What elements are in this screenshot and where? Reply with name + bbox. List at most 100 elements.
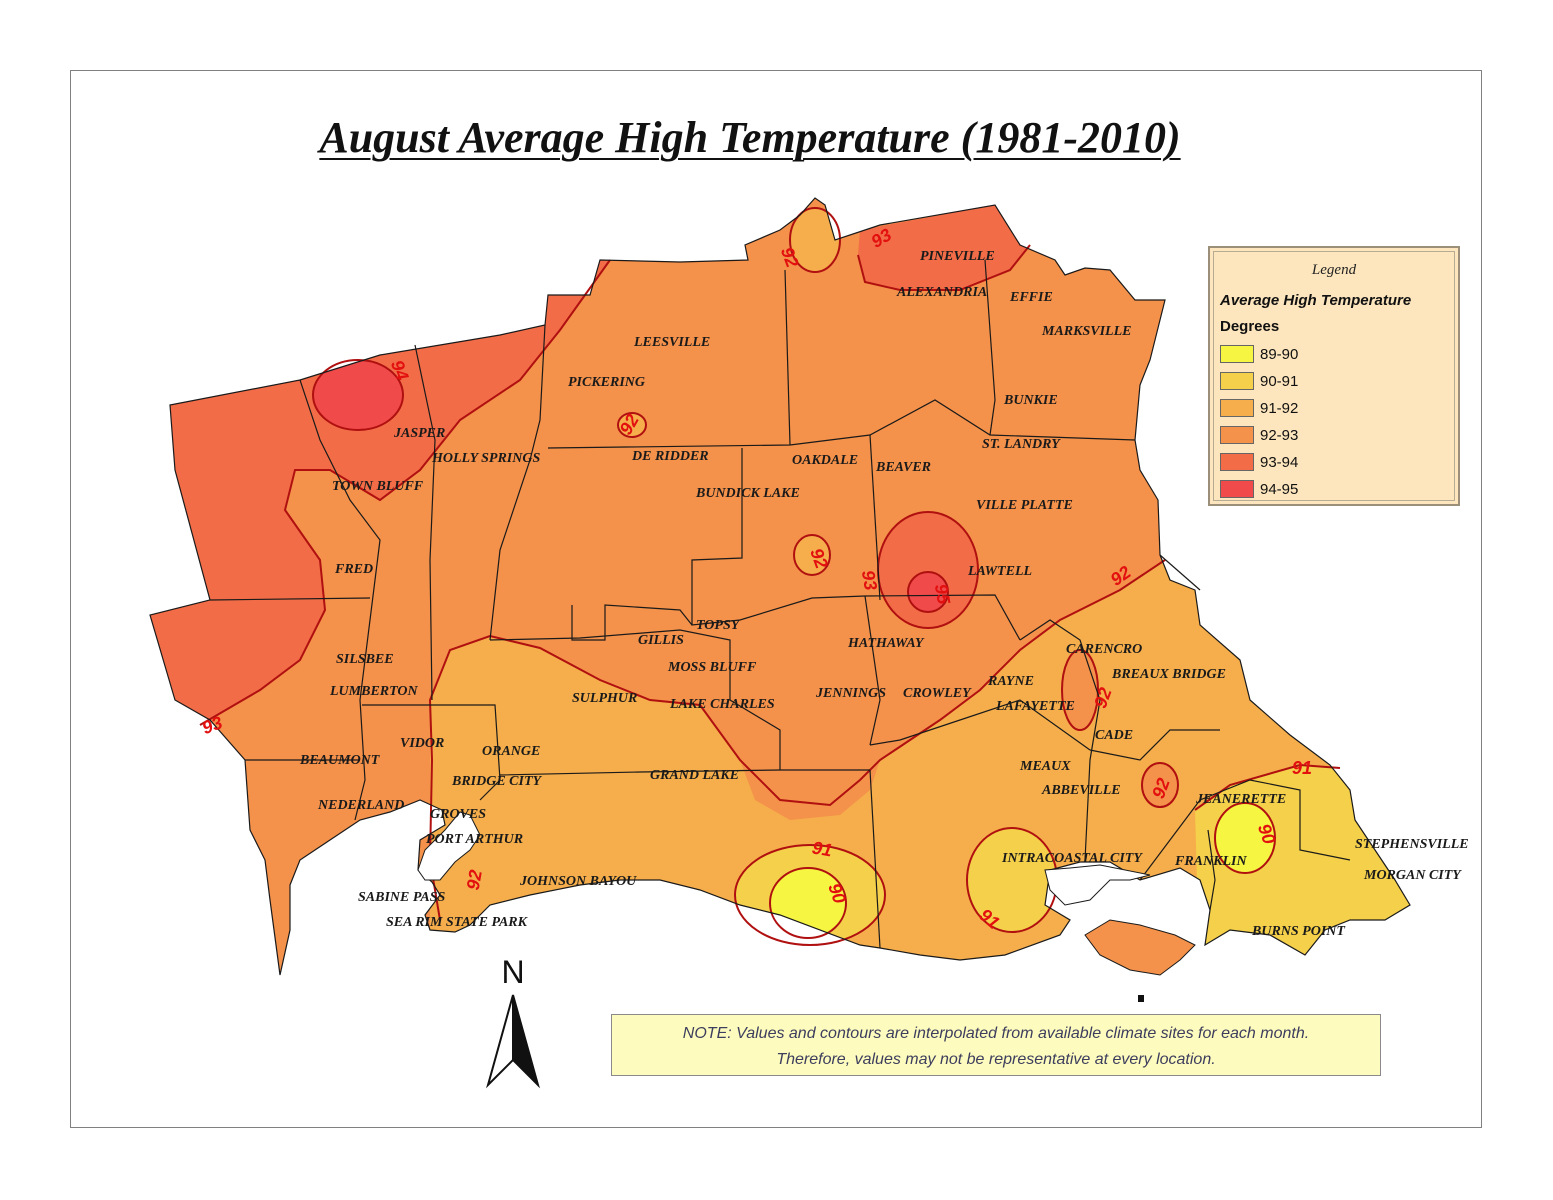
legend-swatch bbox=[1220, 345, 1254, 363]
legend: Legend Average High Temperature Degrees … bbox=[1208, 246, 1460, 506]
contour-label: 91 bbox=[1292, 758, 1312, 778]
legend-units: Degrees bbox=[1220, 318, 1280, 335]
legend-item: 90-91 bbox=[1220, 370, 1298, 392]
place-label: NEDERLAND bbox=[317, 798, 404, 813]
zone-90-91-intracoastal bbox=[967, 828, 1057, 932]
legend-label: 89-90 bbox=[1260, 345, 1299, 363]
legend-item: 89-90 bbox=[1220, 343, 1298, 365]
sabine-lake bbox=[417, 811, 481, 881]
place-label: BRIDGE CITY bbox=[451, 774, 543, 789]
place-label: MOSS BLUFF bbox=[667, 660, 757, 675]
place-label: SILSBEE bbox=[336, 652, 394, 667]
place-label: ORANGE bbox=[482, 744, 540, 759]
place-label: LAWTELL bbox=[967, 564, 1032, 579]
place-label: HOLLY SPRINGS bbox=[431, 451, 540, 466]
legend-swatch bbox=[1220, 426, 1254, 444]
place-label: MORGAN CITY bbox=[1363, 868, 1462, 883]
place-label: LAKE CHARLES bbox=[669, 697, 775, 712]
legend-swatch bbox=[1220, 453, 1254, 471]
legend-label: 90-91 bbox=[1260, 372, 1299, 390]
place-label: CARENCRO bbox=[1066, 642, 1142, 657]
place-label: GROVES bbox=[430, 807, 486, 822]
contour-lines bbox=[199, 207, 1341, 946]
north-arrow-icon: N bbox=[486, 955, 540, 1089]
place-label: BUNDICK LAKE bbox=[695, 486, 800, 501]
zone-92-93-grandlake bbox=[740, 760, 880, 820]
place-label: SABINE PASS bbox=[358, 890, 445, 905]
place-label: ABBEVILLE bbox=[1041, 783, 1121, 798]
place-label: LAFAYETTE bbox=[995, 699, 1075, 714]
place-label: GRAND LAKE bbox=[650, 768, 739, 783]
legend-swatch bbox=[1220, 372, 1254, 390]
place-label: TOWN BLUFF bbox=[332, 479, 424, 494]
place-label: JASPER bbox=[393, 426, 445, 441]
place-label: LUMBERTON bbox=[329, 684, 419, 699]
place-label: MARKSVILLE bbox=[1041, 324, 1131, 339]
legend-label: 94-95 bbox=[1260, 480, 1299, 498]
place-label: CROWLEY bbox=[903, 686, 972, 701]
zone-93-94-villeplatte bbox=[878, 512, 978, 628]
zone-91-92-north bbox=[790, 208, 840, 272]
place-label: FRANKLIN bbox=[1174, 854, 1247, 869]
legend-label: 93-94 bbox=[1260, 453, 1299, 471]
legend-item: 94-95 bbox=[1220, 478, 1298, 500]
zone-92-93-lafayette bbox=[1062, 650, 1098, 730]
place-label: OAKDALE bbox=[792, 453, 858, 468]
place-label: ALEXANDRIA bbox=[896, 285, 987, 300]
legend-swatch bbox=[1220, 399, 1254, 417]
zone-91-92-deridder bbox=[618, 413, 646, 437]
place-label: HATHAWAY bbox=[847, 636, 925, 651]
zone-91-92-oakdale bbox=[794, 535, 830, 575]
place-label: JENNINGS bbox=[815, 686, 886, 701]
place-label: BEAVER bbox=[875, 460, 931, 475]
place-label: FRED bbox=[334, 562, 373, 577]
vermilion-bay bbox=[1044, 864, 1151, 906]
place-label: VIDOR bbox=[400, 736, 444, 751]
place-label: BEAUMONT bbox=[299, 753, 381, 768]
place-label: PORT ARTHUR bbox=[426, 832, 523, 847]
zone-94-95-jasper bbox=[313, 360, 403, 430]
place-label: RAYNE bbox=[987, 674, 1034, 689]
boundary-lines bbox=[149, 197, 1411, 976]
contour-label: 93 bbox=[858, 569, 881, 592]
place-label: BREAUX BRIDGE bbox=[1111, 667, 1226, 682]
zone-94-95-villeplatte bbox=[908, 572, 948, 612]
place-label: JEANERETTE bbox=[1195, 792, 1286, 807]
legend-item: 91-92 bbox=[1220, 397, 1298, 419]
legend-label: 92-93 bbox=[1260, 426, 1299, 444]
place-label: TOPSY bbox=[696, 618, 741, 633]
place-label: SEA RIM STATE PARK bbox=[386, 915, 529, 930]
legend-item: 92-93 bbox=[1220, 424, 1298, 446]
place-labels: PINEVILLE ALEXANDRIA EFFIE MARKSVILLE LE… bbox=[299, 249, 1469, 939]
contour-label: 91 bbox=[811, 837, 834, 860]
map-title: August Average High Temperature (1981-20… bbox=[319, 113, 1181, 162]
legend-label: 91-92 bbox=[1260, 399, 1299, 417]
place-label: DE RIDDER bbox=[631, 449, 709, 464]
place-label: STEPHENSVILLE bbox=[1355, 837, 1469, 852]
place-label: PICKERING bbox=[568, 375, 645, 390]
place-label: JOHNSON BAYOU bbox=[519, 874, 637, 889]
contour-label: 95 bbox=[931, 582, 954, 606]
place-label: MEAUX bbox=[1019, 759, 1071, 774]
place-label: GILLIS bbox=[638, 633, 684, 648]
legend-title: Legend bbox=[1311, 262, 1357, 278]
place-label: CADE bbox=[1095, 728, 1133, 743]
place-label: BUNKIE bbox=[1003, 393, 1058, 408]
place-label: EFFIE bbox=[1009, 290, 1053, 305]
contour-label: 92 bbox=[463, 868, 486, 891]
note-line: Therefore, values may not be representat… bbox=[776, 1051, 1216, 1068]
north-label: N bbox=[501, 955, 524, 990]
place-label: SULPHUR bbox=[572, 691, 637, 706]
zone-93-94-pineville bbox=[858, 205, 1030, 290]
place-label: BURNS POINT bbox=[1251, 924, 1346, 939]
note-line: NOTE: Values and contours are interpolat… bbox=[682, 1025, 1310, 1042]
note-box: NOTE: Values and contours are interpolat… bbox=[611, 1014, 1381, 1076]
place-label: PINEVILLE bbox=[920, 249, 995, 264]
legend-subtitle: Average High Temperature bbox=[1220, 292, 1412, 309]
marsh-island bbox=[1084, 919, 1196, 976]
legend-swatch bbox=[1220, 480, 1254, 498]
small-island bbox=[1138, 995, 1144, 1002]
zone-92-93-abbeville bbox=[1142, 763, 1178, 807]
place-label: INTRACOASTAL CITY bbox=[1001, 851, 1143, 866]
